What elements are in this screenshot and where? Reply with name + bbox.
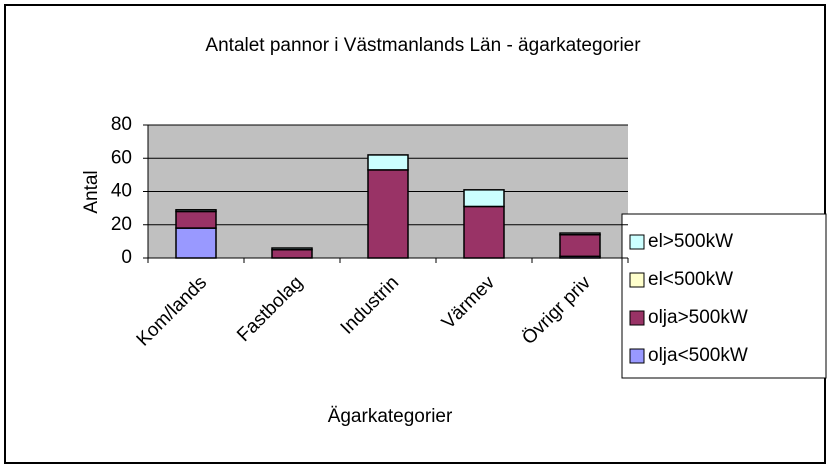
- bar-segment: [271, 248, 313, 259]
- legend-label: olja>500kW: [648, 307, 748, 328]
- legend-label: olja<500kW: [648, 345, 748, 366]
- y-tick-label: 80: [111, 114, 132, 135]
- bar-segment: [559, 232, 601, 236]
- bar-segment: [175, 227, 217, 259]
- legend-label: el<500kW: [648, 269, 733, 290]
- legend-swatch: [629, 310, 645, 326]
- bar-segment: [559, 233, 601, 258]
- bar-segment: [175, 209, 217, 213]
- bar-segment: [367, 154, 409, 171]
- bar-segment: [463, 205, 505, 259]
- bar-segment: [175, 210, 217, 229]
- x-axis-title: Ägarkategorier: [328, 406, 453, 427]
- bar-segment: [271, 247, 313, 251]
- y-tick-label: 40: [111, 181, 132, 202]
- y-tick-label: 20: [111, 214, 132, 235]
- y-tick-label: 60: [111, 147, 132, 168]
- legend-box: [621, 213, 827, 379]
- chart-title: Antalet pannor i Västmanlands Län - ägar…: [205, 35, 641, 56]
- y-tick-label: 0: [121, 247, 132, 268]
- y-axis-title: Antal: [81, 170, 102, 213]
- legend-swatch: [629, 272, 645, 288]
- legend-swatch: [629, 348, 645, 364]
- bar-segment: [463, 189, 505, 208]
- bar-segment: [367, 169, 409, 259]
- legend-label: el>500kW: [648, 231, 733, 252]
- legend-swatch: [629, 234, 645, 250]
